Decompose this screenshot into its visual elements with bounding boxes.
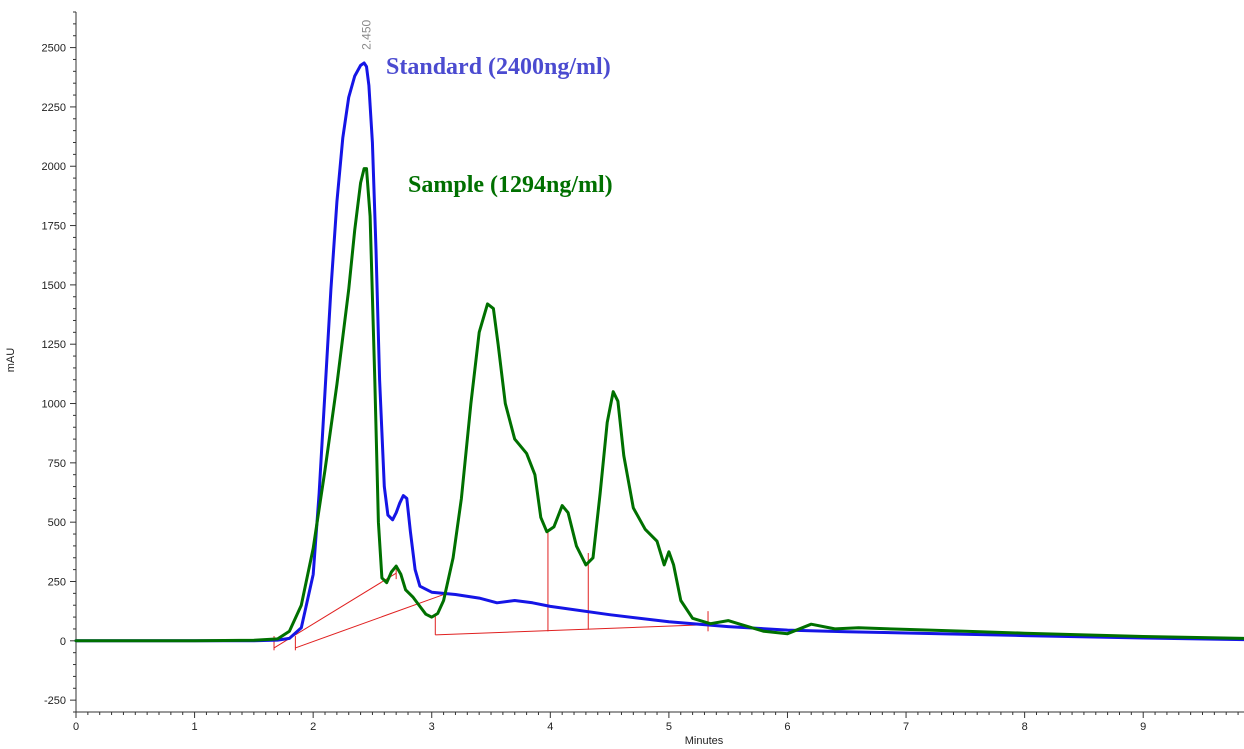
integration-baseline	[435, 624, 709, 636]
x-tick-label: 4	[547, 721, 553, 733]
y-tick-label: 750	[48, 458, 66, 470]
series-line-sample	[74, 167, 1244, 643]
x-tick-label: 6	[784, 721, 790, 733]
y-tick-label: -250	[44, 695, 66, 707]
legend-entry-standard: Standard (2400ng/ml)	[386, 54, 611, 80]
x-tick-label: 0	[73, 721, 79, 733]
x-tick-label: 3	[429, 721, 435, 733]
x-tick-label: 7	[903, 721, 909, 733]
x-axis-title: Minutes	[685, 735, 724, 747]
series-line-standard	[74, 61, 1244, 643]
y-tick-label: 1750	[42, 221, 66, 233]
y-tick-label: 2500	[42, 43, 66, 55]
y-tick-label: 1250	[42, 339, 66, 351]
integration-baselines	[273, 531, 709, 651]
legend-entry-sample: Sample (1294ng/ml)	[408, 172, 613, 198]
y-tick-label: 250	[48, 576, 66, 588]
x-tick-label: 2	[310, 721, 316, 733]
x-tick-label: 5	[666, 721, 672, 733]
y-tick-label: 1000	[42, 399, 66, 411]
y-tick-label: 0	[60, 636, 66, 648]
y-tick-label: 1500	[42, 280, 66, 292]
peak-retention-label: 2.450	[360, 19, 374, 49]
y-tick-label: 2250	[42, 102, 66, 114]
axes: -250025050075010001250150017502000225025…	[42, 11, 1244, 733]
series-group	[74, 61, 1244, 643]
x-tick-label: 8	[1022, 721, 1028, 733]
x-tick-label: 9	[1140, 721, 1146, 733]
y-tick-label: 2000	[42, 161, 66, 173]
labels: Minutes mAU 2.450 Standard (2400ng/ml) S…	[5, 19, 724, 747]
y-tick-label: 500	[48, 517, 66, 529]
x-tick-label: 1	[192, 721, 198, 733]
y-axis-title: mAU	[5, 348, 17, 373]
